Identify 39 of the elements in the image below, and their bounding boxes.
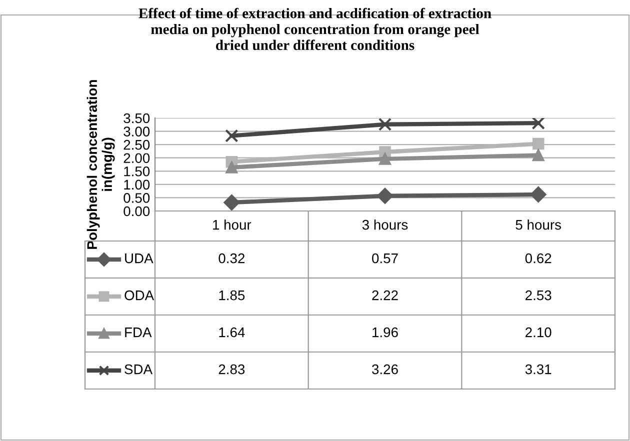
point xyxy=(532,118,545,130)
data-label: 0.62 xyxy=(525,253,552,264)
point xyxy=(530,186,546,202)
y-tick-label: 1.50 xyxy=(124,166,150,176)
x-tick-label: 1 hour xyxy=(213,220,252,230)
point xyxy=(377,188,393,204)
point xyxy=(378,118,392,131)
data-label: 1.96 xyxy=(372,327,398,338)
point xyxy=(532,138,544,150)
chart-title: Effect of time of extraction and acdification of extraction media on polyphenol concentration from orange peel dried under different conditions xyxy=(138,8,492,50)
data-label: 0.57 xyxy=(372,253,398,264)
legend-label: SDA xyxy=(124,364,153,374)
data-label: 2.10 xyxy=(526,327,552,338)
y-tick-label: 3.50 xyxy=(124,113,150,124)
data-label: 0.32 xyxy=(218,253,244,264)
legend-label: FDA xyxy=(125,328,152,338)
y-tick-label: 3.00 xyxy=(124,126,150,136)
y-tick-label: 2.00 xyxy=(124,153,150,164)
legend-label: UDA xyxy=(125,254,154,264)
y-tick-label: 2.50 xyxy=(124,140,150,150)
x-tick-label: 3 hours xyxy=(362,220,408,230)
legend-label: ODA xyxy=(124,290,154,300)
data-label: 2.53 xyxy=(526,290,552,300)
point xyxy=(226,162,238,174)
data-label: 3.31 xyxy=(525,364,552,374)
point xyxy=(225,129,238,142)
data-label: 3.26 xyxy=(372,364,398,374)
data-label: 2.83 xyxy=(218,364,245,374)
y-tick-label: 0.50 xyxy=(124,193,150,203)
data-label: 1.64 xyxy=(219,327,245,338)
point xyxy=(532,149,544,162)
y-tick-label: 0.00 xyxy=(124,206,150,216)
point xyxy=(379,153,391,165)
point xyxy=(224,194,240,210)
data-label: 2.22 xyxy=(372,290,398,300)
y-axis-title: Polyphenol concentration in(mg/g) xyxy=(86,80,115,249)
y-tick-label: 1.00 xyxy=(124,180,150,190)
data-label: 1.85 xyxy=(219,290,245,300)
x-tick-label: 5 hours xyxy=(516,220,561,230)
